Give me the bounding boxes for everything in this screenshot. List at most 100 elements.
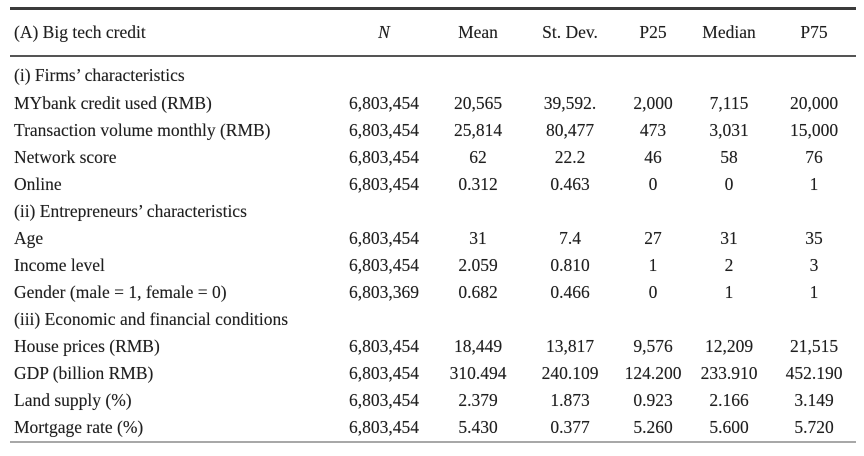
cell-mean: 31 [469,228,487,248]
header-row: (A) Big tech credit N Mean St. Dev. P25 … [10,8,856,57]
cell-median: 1 [724,282,734,302]
row-label: Network score [14,147,117,167]
table-header: (A) Big tech credit N Mean St. Dev. P25 … [10,8,856,57]
cell-p25: 1 [648,255,658,275]
cell-stdev: 7.4 [559,228,581,248]
cell-n: 6,803,454 [349,390,419,410]
cell-p25: 0.923 [633,390,673,410]
cell-p75: 5.720 [794,417,834,437]
section-label: (i) Firms’ characteristics [14,65,185,85]
cell-median: 12,209 [704,336,754,356]
table-row: Land supply (%) 6,803,454 2.379 1.873 0.… [10,387,856,414]
cell-n: 6,803,454 [349,255,419,275]
column-header-mean: Mean [436,8,520,57]
cell-median: 3,031 [709,120,749,140]
cell-mean: 62 [469,147,487,167]
row-label: Income level [14,255,105,275]
section-row-firms: (i) Firms’ characteristics [10,56,856,90]
cell-p25: 27 [644,228,662,248]
summary-statistics-table: (A) Big tech credit N Mean St. Dev. P25 … [10,7,856,443]
cell-n: 6,803,454 [349,147,419,167]
cell-stdev: 0.463 [550,174,590,194]
cell-p75: 15,000 [789,120,839,140]
table-row: Mortgage rate (%) 6,803,454 5.430 0.377 … [10,414,856,442]
cell-stdev: 39,592. [543,93,597,113]
cell-p75: 21,515 [789,336,839,356]
table-row: Online 6,803,454 0.312 0.463 0 0 1 [10,171,856,198]
table-row: GDP (billion RMB) 6,803,454 310.494 240.… [10,360,856,387]
row-label: Online [14,174,62,194]
cell-p75: 3 [809,255,819,275]
cell-stdev: 13,817 [545,336,595,356]
cell-median: 0 [724,174,734,194]
cell-p25: 46 [644,147,662,167]
cell-p25: 5.260 [633,417,673,437]
cell-p25: 9,576 [633,336,673,356]
cell-mean: 2.059 [458,255,498,275]
column-header-stdev: St. Dev. [520,8,620,57]
cell-mean: 310.494 [449,363,507,383]
cell-stdev: 80,477 [545,120,595,140]
row-label: Gender (male = 1, female = 0) [14,282,227,302]
cell-stdev: 240.109 [541,363,599,383]
column-header-p25: P25 [620,8,686,57]
column-header-p75: P75 [772,8,856,57]
table-row: Gender (male = 1, female = 0) 6,803,369 … [10,279,856,306]
cell-n: 6,803,454 [349,93,419,113]
cell-mean: 20,565 [453,93,503,113]
cell-p25: 124.200 [624,363,682,383]
row-label: House prices (RMB) [14,336,160,356]
cell-n: 6,803,454 [349,120,419,140]
row-label: Mortgage rate (%) [14,417,144,437]
cell-median: 7,115 [709,93,749,113]
cell-p75: 452.190 [785,363,843,383]
table-row: Network score 6,803,454 62 22.2 46 58 76 [10,144,856,171]
cell-p25: 0 [648,282,658,302]
cell-n: 6,803,454 [349,336,419,356]
cell-p75: 20,000 [789,93,839,113]
table-body: (i) Firms’ characteristics MYbank credit… [10,56,856,442]
row-label: GDP (billion RMB) [14,363,154,383]
cell-median: 31 [720,228,738,248]
cell-stdev: 0.810 [550,255,590,275]
cell-n: 6,803,454 [349,228,419,248]
cell-mean: 5.430 [458,417,498,437]
cell-p75: 35 [805,228,823,248]
cell-stdev: 1.873 [550,390,590,410]
section-row-entrepreneurs: (ii) Entrepreneurs’ characteristics [10,198,856,225]
row-label: Land supply (%) [14,390,132,410]
cell-mean: 18,449 [453,336,503,356]
cell-stdev: 22.2 [554,147,586,167]
row-label: Transaction volume monthly (RMB) [14,120,271,140]
cell-stdev: 0.466 [550,282,590,302]
table-row: House prices (RMB) 6,803,454 18,449 13,8… [10,333,856,360]
cell-n: 6,803,454 [349,363,419,383]
cell-stdev: 0.377 [550,417,590,437]
row-label: MYbank credit used (RMB) [14,93,212,113]
cell-p75: 1 [809,174,819,194]
cell-p75: 76 [805,147,823,167]
column-header-median: Median [686,8,772,57]
cell-mean: 2.379 [458,390,498,410]
cell-p25: 0 [648,174,658,194]
cell-p25: 473 [639,120,667,140]
cell-p75: 3.149 [794,390,834,410]
cell-mean: 0.682 [458,282,498,302]
table-row: MYbank credit used (RMB) 6,803,454 20,56… [10,90,856,117]
table-row: Age 6,803,454 31 7.4 27 31 35 [10,225,856,252]
cell-mean: 0.312 [458,174,498,194]
cell-n: 6,803,454 [349,174,419,194]
column-header-title: (A) Big tech credit [10,8,332,57]
cell-p25: 2,000 [633,93,673,113]
cell-n: 6,803,369 [349,282,419,302]
cell-median: 2 [724,255,734,275]
column-header-n: N [332,8,436,57]
section-label: (iii) Economic and financial conditions [14,309,289,329]
cell-median: 233.910 [700,363,758,383]
table-row: Transaction volume monthly (RMB) 6,803,4… [10,117,856,144]
cell-mean: 25,814 [453,120,503,140]
cell-median: 5.600 [709,417,749,437]
section-label: (ii) Entrepreneurs’ characteristics [14,201,247,221]
cell-median: 2.166 [709,390,749,410]
